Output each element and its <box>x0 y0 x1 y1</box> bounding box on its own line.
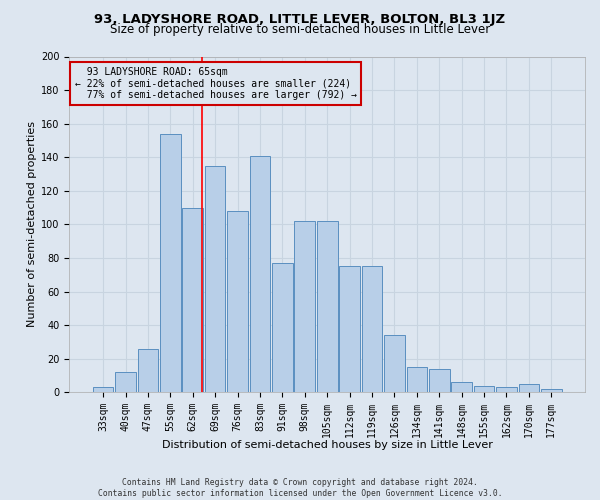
Bar <box>317 221 338 392</box>
Bar <box>250 156 270 392</box>
Bar <box>182 208 203 392</box>
Bar <box>205 166 226 392</box>
Bar <box>407 367 427 392</box>
Bar <box>339 266 360 392</box>
Bar <box>115 372 136 392</box>
Bar <box>541 389 562 392</box>
Bar <box>429 368 449 392</box>
Bar <box>362 266 382 392</box>
Bar <box>272 263 293 392</box>
Bar <box>137 348 158 392</box>
Text: 93, LADYSHORE ROAD, LITTLE LEVER, BOLTON, BL3 1JZ: 93, LADYSHORE ROAD, LITTLE LEVER, BOLTON… <box>94 12 506 26</box>
Bar <box>93 387 113 392</box>
Bar <box>384 335 405 392</box>
X-axis label: Distribution of semi-detached houses by size in Little Lever: Distribution of semi-detached houses by … <box>162 440 493 450</box>
Bar <box>451 382 472 392</box>
Y-axis label: Number of semi-detached properties: Number of semi-detached properties <box>27 122 37 328</box>
Bar <box>160 134 181 392</box>
Bar <box>295 221 315 392</box>
Bar <box>518 384 539 392</box>
Bar <box>474 386 494 392</box>
Text: Contains HM Land Registry data © Crown copyright and database right 2024.
Contai: Contains HM Land Registry data © Crown c… <box>98 478 502 498</box>
Bar <box>496 387 517 392</box>
Text: 93 LADYSHORE ROAD: 65sqm
← 22% of semi-detached houses are smaller (224)
  77% o: 93 LADYSHORE ROAD: 65sqm ← 22% of semi-d… <box>74 66 356 100</box>
Bar <box>227 211 248 392</box>
Text: Size of property relative to semi-detached houses in Little Lever: Size of property relative to semi-detach… <box>110 22 490 36</box>
